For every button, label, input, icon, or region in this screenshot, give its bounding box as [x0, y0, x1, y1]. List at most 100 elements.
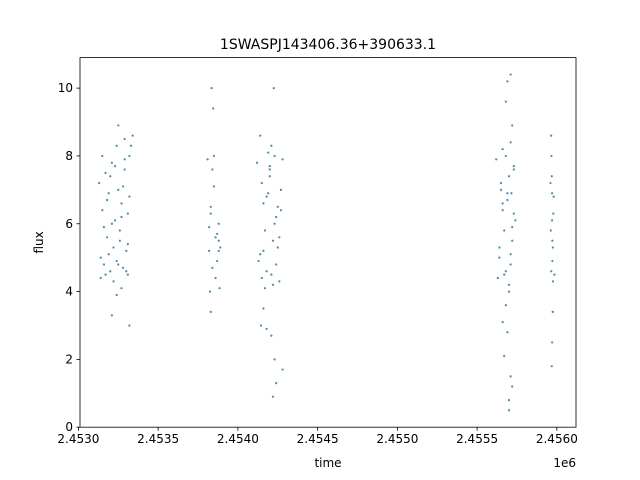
data-point: [209, 212, 212, 215]
data-point: [512, 165, 515, 168]
data-point: [102, 263, 106, 266]
data-point: [281, 158, 284, 161]
data-point: [212, 107, 215, 110]
data-point: [211, 168, 214, 171]
data-point: [121, 185, 125, 188]
data-point: [504, 100, 507, 103]
data-point: [501, 202, 504, 205]
data-point: [107, 253, 110, 256]
data-point: [511, 124, 514, 127]
data-point: [262, 249, 265, 252]
data-points: [98, 73, 556, 412]
data-point: [501, 209, 504, 212]
data-point: [123, 168, 126, 171]
data-point: [110, 161, 113, 164]
data-point: [509, 253, 512, 256]
data-point: [117, 124, 120, 127]
data-point: [552, 212, 555, 215]
data-point: [106, 236, 109, 239]
data-point: [117, 188, 120, 191]
data-point: [102, 226, 106, 229]
y-tick-label: 4: [65, 285, 73, 299]
data-point: [115, 259, 118, 263]
data-point: [109, 270, 112, 273]
data-point: [504, 304, 507, 307]
data-point: [268, 175, 271, 178]
data-point: [107, 192, 110, 195]
data-point: [101, 209, 104, 212]
data-point: [499, 181, 503, 185]
x-tick-label: 2.4560: [536, 432, 578, 446]
data-point: [549, 229, 552, 232]
data-point: [507, 175, 511, 178]
data-point: [216, 259, 219, 263]
data-point: [550, 175, 553, 178]
data-point: [268, 165, 271, 168]
data-point: [125, 249, 128, 252]
data-point: [496, 276, 499, 280]
data-point: [209, 205, 212, 208]
y-tick-label: 8: [65, 149, 73, 163]
data-point: [553, 273, 556, 276]
data-point: [501, 148, 504, 151]
data-point: [550, 219, 554, 222]
data-point: [214, 236, 217, 239]
data-point: [113, 219, 117, 222]
data-point: [279, 188, 283, 191]
data-point: [268, 168, 271, 171]
data-point: [279, 209, 283, 212]
data-point: [495, 158, 498, 161]
data-point: [120, 202, 123, 205]
data-point: [509, 141, 512, 144]
data-point: [275, 382, 278, 385]
data-point: [514, 219, 517, 222]
data-point: [551, 310, 554, 314]
x-tick-label: 2.4535: [137, 432, 179, 446]
data-point: [552, 195, 555, 198]
data-point: [128, 195, 131, 198]
data-point: [118, 239, 121, 242]
data-point: [106, 198, 109, 202]
data-point: [120, 287, 123, 290]
y-axis-ticks: 0 2 4 6 8 10: [58, 81, 80, 434]
data-point: [267, 151, 270, 154]
data-point: [270, 334, 273, 337]
data-point: [128, 324, 131, 327]
data-point: [499, 188, 503, 191]
data-point: [259, 253, 262, 256]
x-tick-label: 2.4540: [217, 432, 259, 446]
x-tick-label: 2.4545: [297, 432, 339, 446]
data-point: [265, 270, 268, 273]
data-point: [110, 314, 113, 317]
data-point: [551, 259, 554, 263]
data-point: [275, 215, 278, 219]
data-point: [498, 246, 501, 249]
data-point: [214, 276, 217, 280]
data-point: [549, 181, 552, 185]
data-point: [206, 158, 209, 161]
data-point: [212, 185, 216, 188]
data-point: [104, 171, 107, 174]
data-point: [216, 232, 219, 236]
x-axis-label: time: [314, 456, 341, 470]
data-point: [259, 324, 263, 327]
data-point: [270, 273, 273, 276]
x-tick-label: 2.4555: [456, 432, 498, 446]
x-tick-label: 2.4530: [57, 432, 99, 446]
data-point: [551, 239, 554, 242]
data-point: [276, 246, 279, 249]
data-point: [507, 283, 511, 286]
data-point: [131, 134, 134, 137]
data-point: [101, 154, 104, 158]
data-point: [263, 229, 267, 232]
data-point: [99, 276, 102, 280]
data-point: [507, 409, 511, 412]
data-point: [511, 385, 514, 388]
data-point: [217, 249, 220, 252]
data-point: [219, 246, 222, 249]
data-point: [262, 202, 265, 205]
y-axis-label: flux: [32, 231, 46, 253]
x-tick-label: 2.4550: [376, 432, 418, 446]
data-point: [272, 87, 275, 90]
